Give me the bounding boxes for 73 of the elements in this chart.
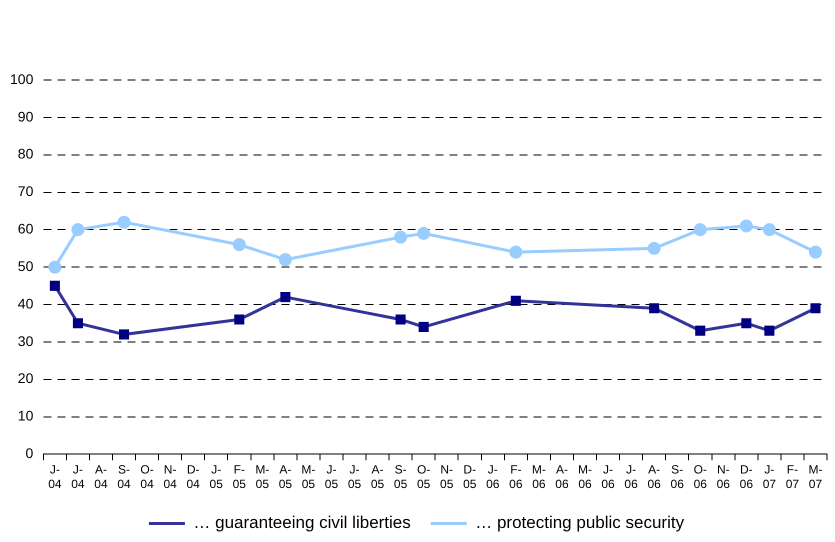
point [118,329,130,340]
x-tick-label: J- 06 [601,462,616,492]
x-tick-label: J- 06 [624,462,638,492]
point [232,238,246,252]
point [71,223,84,236]
y-tick-label: 50 [18,258,34,274]
y-tick-label: 40 [18,295,34,312]
point [417,226,430,240]
y-tick-label: 80 [18,146,34,162]
point [764,326,774,336]
x-tick-label: J- 04 [71,462,85,492]
x-tick-label: M- 05 [301,462,316,492]
x-tick-label: D- 06 [740,462,754,492]
point [48,260,62,274]
x-tick-label: J- 05 [348,462,362,492]
x-tick-label: O- 04 [140,462,154,492]
x-tick-label: F- 05 [232,462,246,492]
x-tick-label: A- 04 [94,462,108,492]
point [118,216,131,229]
x-tick-label: M- 05 [255,462,270,492]
point [72,318,83,328]
point [394,230,408,244]
legend-label: … protecting public security [475,513,685,532]
x-tick-label: J- 07 [762,462,776,492]
x-tick-label: J- 04 [48,462,62,492]
y-tick-label: 60 [18,220,34,237]
x-tick-label: F- 06 [509,462,523,492]
x-tick-label: J- 05 [210,462,224,492]
point [234,314,244,325]
x-tick-label: N- 05 [440,462,454,492]
point [648,242,661,255]
y-tick-label: 70 [18,183,34,200]
x-tick-label: O- 06 [694,462,708,492]
point [418,322,429,332]
legend-label: … guaranteeing civil liberties [193,513,411,532]
point [740,219,753,232]
x-tick-label: F- 07 [786,462,800,492]
x-tick-label: N- 04 [163,462,178,492]
point [649,303,660,314]
x-tick-label: D- 05 [463,462,477,492]
point [510,296,521,306]
x-tick-label: A- 05 [370,462,385,492]
x-tick-label: A- 06 [555,462,569,492]
point [278,253,292,266]
y-tick-label: 30 [18,332,34,349]
x-tick-label: S- 05 [394,462,408,492]
point [808,246,822,259]
x-tick-label: J- 05 [324,462,338,492]
x-tick-label: D- 04 [186,462,200,492]
point [762,223,776,236]
y-tick-label: 90 [18,108,34,124]
x-tick-label: M- 07 [808,462,822,492]
point [280,292,290,302]
point [50,280,60,291]
y-tick-label: 0 [26,445,34,462]
point [396,314,406,325]
y-tick-label: 100 [10,70,34,87]
point [810,303,821,314]
point [741,318,752,328]
x-tick-label: A- 06 [647,462,662,492]
point [694,223,707,236]
x-tick-label: S- 04 [117,462,132,492]
x-tick-label: N- 06 [716,462,730,492]
point [695,326,706,336]
x-tick-label: J- 06 [486,462,500,492]
x-tick-label: M- 06 [578,462,592,492]
x-tick-label: A- 05 [278,462,292,492]
x-tick-label: M- 06 [532,462,546,492]
x-tick-label: S- 06 [670,462,684,492]
y-tick-label: 10 [18,408,34,424]
point [509,246,522,259]
y-tick-label: 20 [18,370,34,386]
x-tick-label: O- 05 [416,462,431,492]
